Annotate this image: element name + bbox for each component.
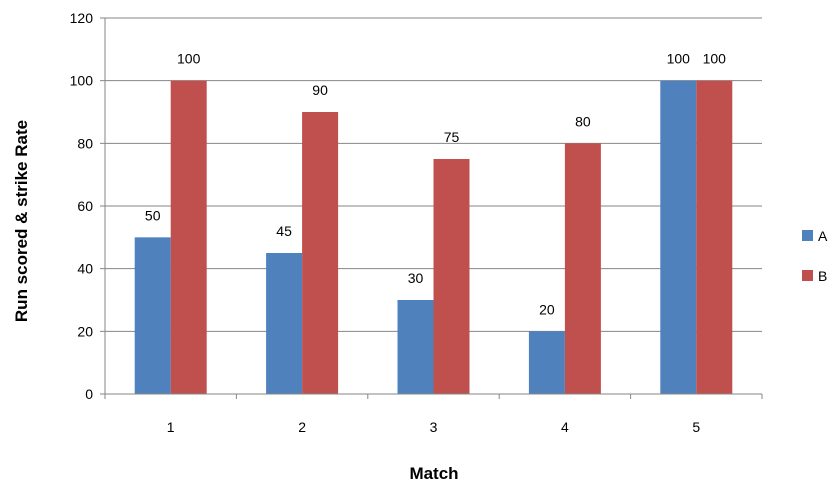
bar-a-5	[660, 80, 697, 395]
y-tick-label: 0	[85, 386, 93, 402]
y-tick-label: 80	[77, 135, 93, 151]
x-axis-ticks: 1 2 3 4 5	[104, 394, 763, 435]
legend-label-a: A	[818, 228, 828, 244]
bar-a-2	[266, 253, 303, 394]
bar-b-4	[564, 143, 601, 394]
data-label: 90	[312, 82, 328, 98]
data-label: 75	[444, 129, 460, 145]
bar-b-3	[433, 159, 470, 394]
legend-swatch-a	[802, 230, 813, 241]
bars	[134, 80, 733, 395]
data-label: 100	[667, 51, 691, 67]
x-tick-label: 4	[561, 419, 569, 435]
bar-a-4	[528, 331, 565, 394]
y-tick-label: 120	[70, 10, 94, 26]
legend: AB	[802, 228, 828, 284]
data-label: 100	[703, 51, 727, 67]
y-tick-label: 20	[77, 323, 93, 339]
data-label: 80	[575, 113, 591, 129]
data-labels: 50 100 45 90 30 75 20 80 100 100	[145, 51, 726, 318]
y-tick-label: 40	[77, 261, 93, 277]
data-label: 100	[177, 51, 201, 67]
x-tick-label: 1	[167, 419, 175, 435]
bar-a-3	[397, 300, 434, 394]
x-axis-title: Match	[409, 464, 458, 483]
legend-swatch-b	[802, 270, 813, 281]
data-label: 30	[408, 270, 424, 286]
bar-b-2	[302, 112, 339, 394]
y-tick-label: 100	[70, 73, 94, 89]
bar-a-1	[134, 237, 171, 394]
data-label: 50	[145, 207, 161, 223]
legend-label-b: B	[818, 268, 827, 284]
data-label: 45	[276, 223, 292, 239]
bar-b-5	[696, 80, 733, 395]
y-tick-label: 60	[77, 198, 93, 214]
x-tick-label: 5	[692, 419, 700, 435]
bar-b-1	[170, 80, 207, 395]
x-tick-label: 3	[430, 419, 438, 435]
y-axis-title: Run scored & strike Rate	[12, 120, 31, 322]
data-label: 20	[539, 301, 555, 317]
y-axis-ticks: 0 20 40 60 80 100 120	[70, 10, 105, 402]
x-tick-label: 2	[298, 419, 306, 435]
